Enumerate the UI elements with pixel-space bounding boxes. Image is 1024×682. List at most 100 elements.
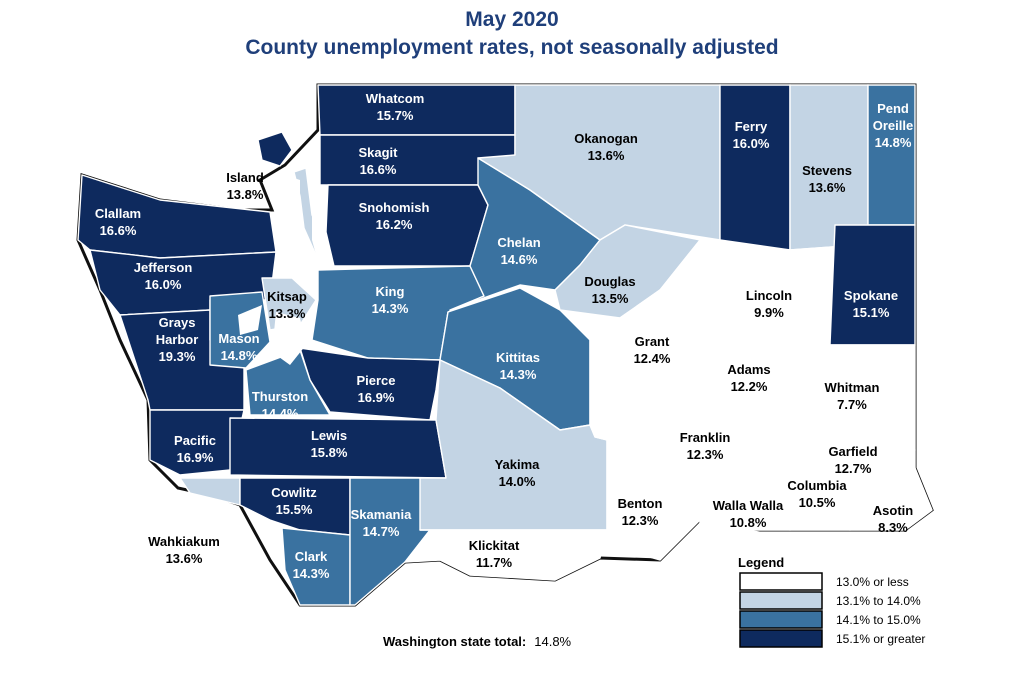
county-name: Thurston (252, 389, 308, 404)
county-rate: 14.7% (363, 524, 400, 539)
county-rate: 13.6% (809, 180, 846, 195)
county-label-asotin: Asotin 8.3% (873, 503, 914, 535)
county-name: Okanogan (574, 131, 638, 146)
legend-swatch (739, 610, 823, 629)
county-asotin (849, 467, 933, 531)
legend-label: 13.0% or less (836, 575, 909, 589)
county-name: Columbia (787, 478, 847, 493)
county-san-juan (257, 131, 293, 167)
county-name: Kittitas (496, 350, 540, 365)
state-total-label: Washington state total: (383, 634, 527, 649)
map-title: May 2020 (465, 8, 559, 31)
county-name: Spokane (844, 288, 898, 303)
county-clark (281, 527, 351, 606)
county-name: Yakima (495, 457, 541, 472)
county-name: Clark (295, 549, 328, 564)
county-skamania (349, 477, 431, 606)
county-label-skamania: Skamania 14.7% (351, 507, 412, 539)
county-name: Skagit (358, 145, 398, 160)
county-label-pacific: Pacific 16.9% (174, 433, 216, 465)
county-rate: 14.8% (875, 135, 912, 150)
state-total-value: 14.8% (534, 634, 572, 649)
county-label-whitman: Whitman 7.7% (825, 380, 880, 412)
county-label-island: Island 13.8% (226, 170, 264, 202)
county-rate: 16.1% (200, 132, 237, 147)
county-name: Benton (618, 496, 663, 511)
county-label-lewis: Lewis 15.8% (311, 428, 348, 460)
county-name: Klickitat (469, 538, 520, 553)
county-label-garfield: Garfield 12.7% (828, 444, 877, 476)
county-label-okanogan: Okanogan 13.6% (574, 131, 638, 163)
county-name: San Juan (189, 115, 247, 130)
county-rate: 10.8% (730, 515, 767, 530)
county-name: Pierce (356, 373, 395, 388)
county-name: Lewis (311, 428, 347, 443)
county-rate: 14.3% (372, 301, 409, 316)
county-name-line2: Oreille (873, 118, 913, 133)
county-name: King (376, 284, 405, 299)
county-label-klickitat: Klickitat 11.7% (469, 538, 520, 570)
county-rate: 15.1% (853, 305, 890, 320)
legend-item: 13.1% to 14.0% (739, 591, 921, 610)
county-rate: 14.0% (499, 474, 536, 489)
county-rate: 12.3% (622, 513, 659, 528)
county-name: Ferry (735, 119, 768, 134)
county-rate: 16.2% (376, 217, 413, 232)
county-label-chelan: Chelan 14.6% (497, 235, 540, 267)
county-label-yakima: Yakima 14.0% (495, 457, 541, 489)
county-rate: 14.8% (221, 348, 258, 363)
county-rate: 16.6% (100, 223, 137, 238)
county-label-walla-walla: Walla Walla 10.8% (713, 498, 784, 530)
county-label-jefferson: Jefferson 16.0% (134, 260, 193, 292)
county-rate: 13.8% (227, 187, 264, 202)
county-rate: 13.3% (269, 306, 306, 321)
county-name: Wahkiakum (148, 534, 220, 549)
county-name: Franklin (680, 430, 731, 445)
county-name: Douglas (584, 274, 635, 289)
county-name: Cowlitz (271, 485, 317, 500)
legend-label: 13.1% to 14.0% (836, 594, 921, 608)
county-rate: 14.4% (262, 406, 299, 421)
county-pacific (149, 409, 245, 476)
county-rate: 15.8% (311, 445, 348, 460)
county-label-kitsap: Kitsap 13.3% (267, 289, 307, 321)
county-label-pierce: Pierce 16.9% (356, 373, 395, 405)
county-rate: 16.0% (733, 136, 770, 151)
county-label-pend-oreille: Pend Oreille 14.8% (873, 101, 913, 150)
county-label-columbia: Columbia 10.5% (787, 478, 847, 510)
county-rate: 16.0% (145, 277, 182, 292)
county-name: Adams (727, 362, 770, 377)
county-label-mason: Mason 14.8% (218, 331, 259, 363)
county-name: Garfield (828, 444, 877, 459)
county-name: Skamania (351, 507, 412, 522)
county-name: Whatcom (366, 91, 425, 106)
county-label-benton: Benton 12.3% (618, 496, 663, 528)
county-rate: 15.7% (377, 108, 414, 123)
county-label-lincoln: Lincoln 9.9% (746, 288, 792, 320)
legend: Legend 13.0% or less 13.1% to 14.0% 14.1% … (738, 555, 925, 648)
county-rate: 13.6% (166, 551, 203, 566)
county-label-cowlitz: Cowlitz 15.5% (271, 485, 317, 517)
county-rate: 15.5% (276, 502, 313, 517)
county-rate: 13.5% (592, 291, 629, 306)
county-rate: 16.9% (177, 450, 214, 465)
county-label-king: King 14.3% (372, 284, 409, 316)
county-label-snohomish: Snohomish 16.2% (359, 200, 430, 232)
county-name: Grant (635, 334, 670, 349)
county-rate: 12.4% (634, 351, 671, 366)
county-rate: 13.6% (588, 148, 625, 163)
county-label-clark: Clark 14.3% (293, 549, 330, 581)
county-label-stevens: Stevens 13.6% (802, 163, 852, 195)
county-label-adams: Adams 12.2% (727, 362, 770, 394)
county-name: Asotin (873, 503, 914, 518)
county-name-line2: Harbor (156, 332, 199, 347)
county-label-san-juan: San Juan 16.1% (189, 115, 247, 147)
state-total: Washington state total: 14.8% (383, 634, 571, 649)
county-rate: 14.3% (293, 566, 330, 581)
legend-item: 14.1% to 15.0% (739, 610, 921, 629)
legend-swatch (739, 572, 823, 591)
county-rate: 11.7% (476, 555, 513, 570)
county-rate: 12.2% (731, 379, 768, 394)
county-rate: 7.7% (837, 397, 867, 412)
